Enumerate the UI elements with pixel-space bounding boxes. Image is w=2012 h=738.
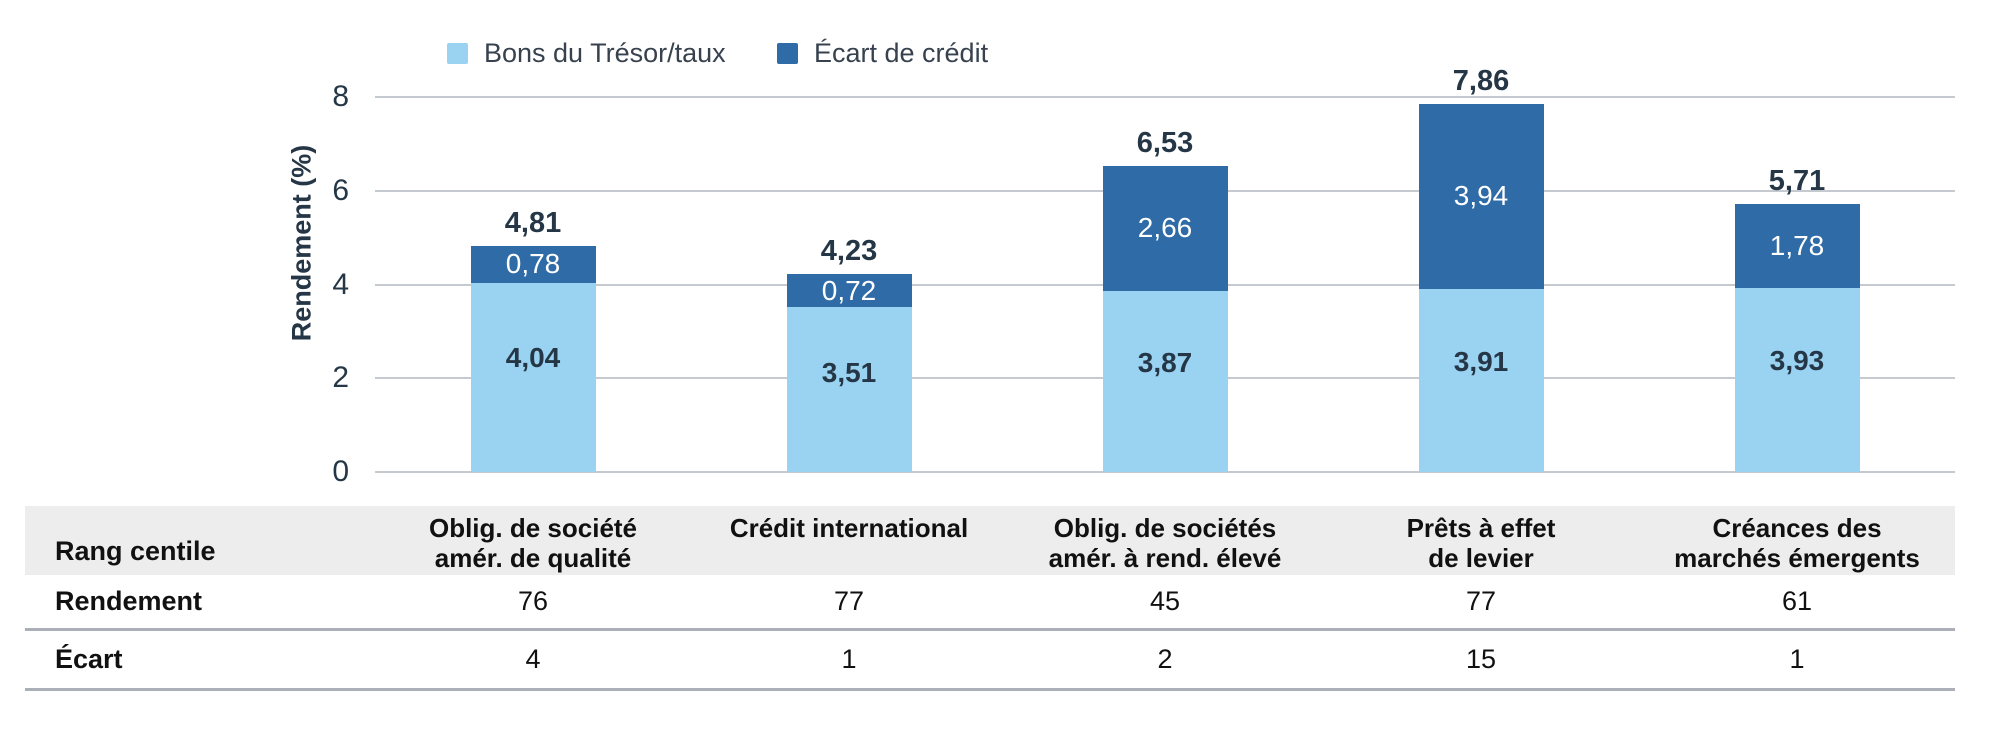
- bar-total-label: 4,23: [820, 234, 878, 267]
- credit-swatch-icon: [777, 43, 798, 64]
- table-cell: 1: [691, 631, 1007, 691]
- table-cell: 4: [375, 631, 691, 691]
- credit-segment: 0,72: [786, 273, 912, 308]
- plot-area: 4,81 0,78 4,04 4,23 0,72 3,51 6,53 2,66 3,87 7,86…: [332, 67, 1955, 487]
- bar-slot: 7,86 3,94 3,91: [1323, 67, 1639, 472]
- segment-value-label: 0,72: [821, 274, 877, 306]
- gridline: [375, 96, 1955, 98]
- bar-total-label: 7,86: [1452, 65, 1510, 98]
- table-cell: 61: [1639, 575, 1955, 631]
- stacked-bar: 3,94 3,91: [1418, 104, 1544, 472]
- segment-value-label: 3,94: [1453, 180, 1509, 212]
- table-corner-label: Rang centile: [25, 506, 375, 575]
- gridline: [375, 471, 1955, 473]
- segment-value-label: 4,04: [505, 342, 561, 374]
- segment-value-label: 2,66: [1137, 212, 1193, 244]
- bar-total-label: 5,71: [1768, 165, 1826, 198]
- segment-value-label: 3,93: [1769, 345, 1825, 377]
- bar-total-label: 6,53: [1136, 126, 1194, 159]
- table-cell: 15: [1323, 631, 1639, 691]
- table-cell: 77: [691, 575, 1007, 631]
- table-column-header: Prêts à effet de levier: [1323, 506, 1639, 575]
- segment-value-label: 0,78: [505, 248, 561, 280]
- y-tick-label: 2: [332, 361, 349, 395]
- credit-segment: 1,78: [1734, 204, 1860, 288]
- table-row-label: Écart: [25, 631, 375, 691]
- segment-value-label: 1,78: [1769, 230, 1825, 262]
- stacked-bar: 2,66 3,87: [1102, 165, 1228, 472]
- percentile-table: Rang centile Oblig. de société amér. de q…: [25, 506, 1960, 691]
- treasury-swatch-icon: [447, 43, 468, 64]
- bar-slot: 6,53 2,66 3,87: [1007, 97, 1323, 472]
- table-cell: 76: [375, 575, 691, 631]
- treasury-segment: 3,91: [1418, 288, 1544, 472]
- legend-item-treasury: Bons du Trésor/taux: [447, 38, 726, 69]
- credit-segment: 3,94: [1418, 104, 1544, 289]
- treasury-segment: 3,51: [786, 307, 912, 472]
- table-column-header: Oblig. de sociétés amér. à rend. élevé: [1007, 506, 1323, 575]
- legend-label-credit: Écart de crédit: [814, 38, 989, 68]
- legend-label-treasury: Bons du Trésor/taux: [484, 38, 726, 68]
- bar-total-label: 4,81: [504, 207, 562, 240]
- bar-slot: 5,71 1,78 3,93: [1639, 97, 1955, 472]
- segment-value-label: 3,91: [1453, 346, 1509, 378]
- bar-slot: 4,23 0,72 3,51: [691, 97, 1007, 472]
- y-tick-label: 4: [332, 267, 349, 301]
- segment-value-label: 3,51: [821, 357, 877, 389]
- stacked-bar: 0,78 4,04: [470, 246, 596, 472]
- table-cell: 2: [1007, 631, 1323, 691]
- table-cell: 77: [1323, 575, 1639, 631]
- table-column-header: Oblig. de société amér. de qualité: [375, 506, 691, 575]
- y-tick-label: 6: [332, 173, 349, 207]
- y-axis-title: Rendement (%): [286, 144, 317, 342]
- bars-container: 4,81 0,78 4,04 4,23 0,72 3,51 6,53 2,66 3,87 7,86…: [375, 67, 1955, 472]
- credit-segment: 2,66: [1102, 165, 1228, 291]
- treasury-segment: 4,04: [470, 282, 596, 472]
- credit-segment: 0,78: [470, 246, 596, 283]
- table-cell: 45: [1007, 575, 1323, 631]
- bar-slot: 4,81 0,78 4,04: [375, 97, 691, 472]
- table-column-header: Créances des marchés émergents: [1639, 506, 1955, 575]
- stacked-bar: 0,72 3,51: [786, 273, 912, 472]
- y-tick-label: 0: [332, 455, 349, 488]
- table-cell: 1: [1639, 631, 1955, 691]
- treasury-segment: 3,93: [1734, 287, 1860, 472]
- legend-item-credit: Écart de crédit: [777, 38, 988, 69]
- stacked-bar: 1,78 3,93: [1734, 204, 1860, 472]
- table-row-label: Rendement: [25, 575, 375, 631]
- table-column-header: Crédit international: [691, 506, 1007, 575]
- y-tick-label: 8: [332, 80, 349, 113]
- segment-value-label: 3,87: [1137, 347, 1193, 379]
- treasury-segment: 3,87: [1102, 290, 1228, 472]
